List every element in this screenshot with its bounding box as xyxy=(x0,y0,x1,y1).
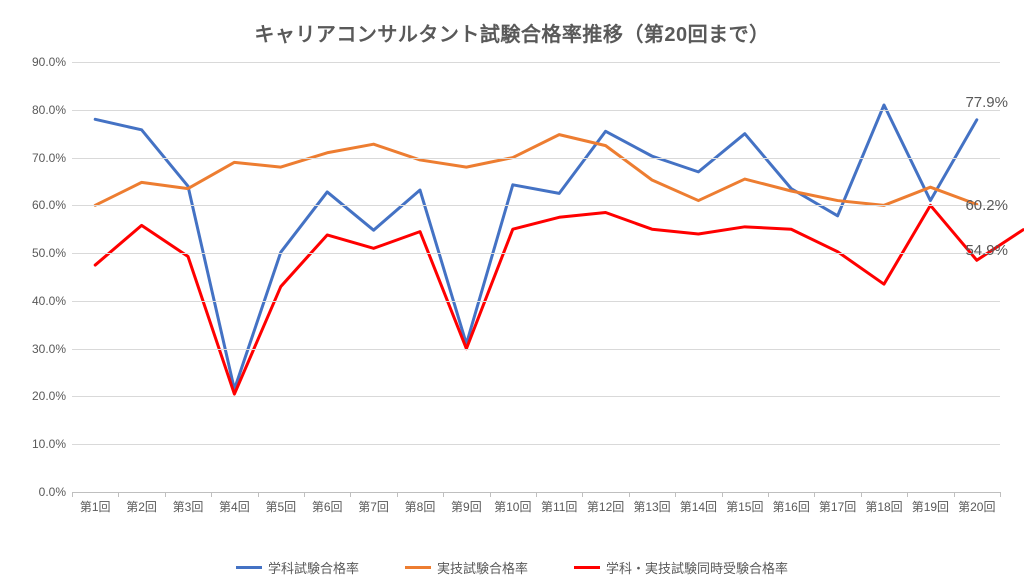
x-tick-mark xyxy=(768,492,769,497)
legend-label: 学科・実技試験同時受験合格率 xyxy=(606,558,788,577)
x-tick-mark xyxy=(1000,492,1001,497)
y-tick-label: 50.0% xyxy=(32,246,66,260)
line-series-svg xyxy=(72,62,1000,492)
x-tick-label: 第19回 xyxy=(912,498,949,515)
gridline xyxy=(72,444,1000,445)
chart-title: キャリアコンサルタント試験合格率推移（第20回まで） xyxy=(0,0,1024,47)
x-tick-label: 第9回 xyxy=(451,498,482,515)
x-tick-mark xyxy=(165,492,166,497)
x-tick-label: 第5回 xyxy=(265,498,296,515)
legend-swatch xyxy=(405,566,431,569)
x-tick-label: 第18回 xyxy=(865,498,902,515)
x-tick-label: 第13回 xyxy=(633,498,670,515)
x-tick-mark xyxy=(954,492,955,497)
series-end-label: 54.9% xyxy=(965,242,1008,259)
legend: 学科試験合格率 実技試験合格率 学科・実技試験同時受験合格率 xyxy=(0,558,1024,577)
x-tick-mark xyxy=(814,492,815,497)
plot-area: 0.0%10.0%20.0%30.0%40.0%50.0%60.0%70.0%8… xyxy=(72,62,1000,492)
x-tick-label: 第16回 xyxy=(773,498,810,515)
x-tick-label: 第7回 xyxy=(358,498,389,515)
gridline xyxy=(72,205,1000,206)
legend-swatch xyxy=(236,566,262,569)
gridline xyxy=(72,158,1000,159)
x-tick-mark xyxy=(72,492,73,497)
x-tick-label: 第17回 xyxy=(819,498,856,515)
gridline xyxy=(72,62,1000,63)
x-tick-mark xyxy=(861,492,862,497)
y-tick-label: 30.0% xyxy=(32,342,66,356)
x-tick-label: 第4回 xyxy=(219,498,250,515)
x-tick-label: 第6回 xyxy=(312,498,343,515)
x-tick-mark xyxy=(907,492,908,497)
y-tick-label: 40.0% xyxy=(32,294,66,308)
x-tick-label: 第10回 xyxy=(494,498,531,515)
legend-item: 学科試験合格率 xyxy=(236,558,359,577)
x-tick-label: 第12回 xyxy=(587,498,624,515)
y-tick-label: 20.0% xyxy=(32,389,66,403)
x-tick-label: 第15回 xyxy=(726,498,763,515)
x-tick-mark xyxy=(722,492,723,497)
y-tick-label: 60.0% xyxy=(32,198,66,212)
legend-label: 実技試験合格率 xyxy=(437,558,528,577)
series-line xyxy=(95,205,1023,394)
legend-item: 実技試験合格率 xyxy=(405,558,528,577)
gridline xyxy=(72,110,1000,111)
x-tick-label: 第8回 xyxy=(405,498,436,515)
y-tick-label: 90.0% xyxy=(32,55,66,69)
y-tick-label: 10.0% xyxy=(32,437,66,451)
chart-container: キャリアコンサルタント試験合格率推移（第20回まで） 0.0%10.0%20.0… xyxy=(0,0,1024,587)
x-tick-mark xyxy=(582,492,583,497)
x-tick-mark xyxy=(350,492,351,497)
x-tick-label: 第20回 xyxy=(958,498,995,515)
x-tick-label: 第2回 xyxy=(126,498,157,515)
series-end-label: 77.9% xyxy=(965,94,1008,111)
gridline xyxy=(72,253,1000,254)
legend-item: 学科・実技試験同時受験合格率 xyxy=(574,558,788,577)
x-tick-label: 第14回 xyxy=(680,498,717,515)
x-tick-label: 第1回 xyxy=(80,498,111,515)
series-line xyxy=(95,135,977,206)
y-tick-label: 80.0% xyxy=(32,103,66,117)
gridline xyxy=(72,396,1000,397)
gridline xyxy=(72,349,1000,350)
x-tick-mark xyxy=(490,492,491,497)
x-tick-mark xyxy=(536,492,537,497)
series-end-label: 60.2% xyxy=(965,197,1008,214)
x-tick-mark xyxy=(629,492,630,497)
x-tick-label: 第11回 xyxy=(541,498,577,515)
x-tick-mark xyxy=(118,492,119,497)
legend-swatch xyxy=(574,566,600,569)
y-tick-label: 0.0% xyxy=(39,485,66,499)
x-tick-mark xyxy=(443,492,444,497)
x-tick-mark xyxy=(397,492,398,497)
gridline xyxy=(72,301,1000,302)
x-tick-mark xyxy=(258,492,259,497)
x-tick-mark xyxy=(211,492,212,497)
legend-label: 学科試験合格率 xyxy=(268,558,359,577)
y-tick-label: 70.0% xyxy=(32,151,66,165)
x-tick-mark xyxy=(675,492,676,497)
x-tick-mark xyxy=(304,492,305,497)
x-tick-label: 第3回 xyxy=(173,498,204,515)
